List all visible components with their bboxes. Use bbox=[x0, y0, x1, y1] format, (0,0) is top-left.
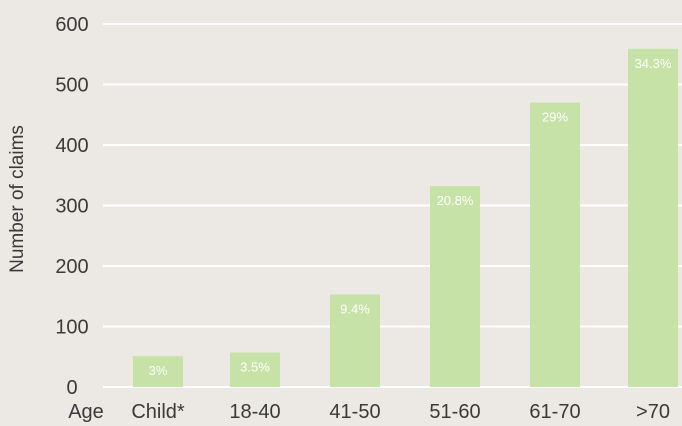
y-tick-label: 600 bbox=[55, 14, 88, 36]
y-tick-label: 100 bbox=[55, 317, 88, 339]
x-tick-label: 51-60 bbox=[429, 401, 480, 423]
bar-5 bbox=[628, 48, 678, 388]
bar-1 bbox=[230, 352, 280, 387]
bar-4 bbox=[530, 102, 580, 388]
x-tick-label: 61-70 bbox=[529, 401, 580, 423]
y-tick-label: 0 bbox=[66, 377, 77, 399]
data-label: 9.4% bbox=[340, 301, 370, 316]
x-tick-label: >70 bbox=[636, 401, 670, 423]
x-tick-label: Child* bbox=[131, 401, 185, 423]
y-tick-label: 200 bbox=[55, 256, 88, 278]
data-label: 3% bbox=[149, 363, 168, 378]
x-axis-prefix-label: Age bbox=[68, 401, 104, 423]
x-tick-label: 18-40 bbox=[229, 401, 280, 423]
y-tick-label: 400 bbox=[55, 135, 88, 157]
bar-0 bbox=[133, 356, 183, 387]
y-axis-label: Number of claims bbox=[7, 125, 28, 273]
x-axis-ticks: Child* 18-40 41-50 51-60 61-70 >70 bbox=[131, 401, 670, 423]
data-labels: 3% 3.5% 9.4% 20.8% 29% 34.3% bbox=[149, 56, 672, 378]
y-axis-ticks: 0 100 200 300 400 500 600 bbox=[55, 14, 88, 399]
data-label: 3.5% bbox=[240, 360, 270, 375]
data-label: 34.3% bbox=[635, 56, 672, 71]
bar-2 bbox=[330, 294, 380, 387]
y-tick-label: 300 bbox=[55, 196, 88, 218]
bar-3 bbox=[430, 186, 480, 387]
gridlines bbox=[103, 23, 682, 388]
data-label: 29% bbox=[542, 110, 568, 125]
x-tick-label: 41-50 bbox=[329, 401, 380, 423]
data-label: 20.8% bbox=[437, 193, 474, 208]
y-tick-label: 500 bbox=[55, 75, 88, 97]
bars bbox=[133, 48, 678, 388]
